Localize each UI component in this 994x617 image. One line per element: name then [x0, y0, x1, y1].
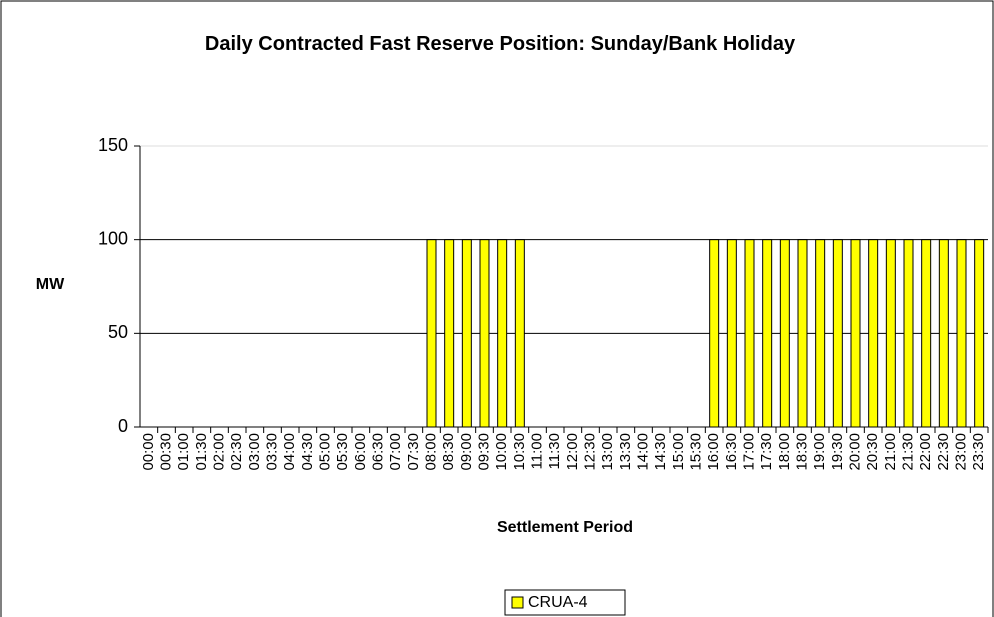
bar — [709, 239, 720, 428]
x-tick-label: 11:00 — [528, 433, 545, 469]
x-tick-label: 02:30 — [228, 433, 245, 471]
legend-label: CRUA-4 — [528, 594, 588, 611]
x-tick-label: 15:30 — [687, 433, 704, 471]
x-tick-label: 21:30 — [899, 433, 916, 471]
x-tick-label: 16:00 — [705, 433, 722, 471]
x-tick-label: 23:00 — [952, 433, 969, 471]
x-tick-label: 12:00 — [564, 433, 581, 471]
x-tick-label: 01:30 — [193, 433, 210, 471]
x-tick-label: 19:00 — [811, 433, 828, 471]
legend — [504, 589, 626, 616]
x-tick-label: 01:00 — [175, 433, 192, 471]
x-tick-label: 04:00 — [281, 433, 298, 471]
x-tick-label: 05:30 — [334, 433, 351, 471]
bar — [426, 239, 437, 428]
x-tick-label: 20:00 — [846, 433, 863, 471]
x-tick-label: 03:00 — [246, 433, 263, 471]
x-tick-label: 21:00 — [882, 433, 899, 471]
y-tick-label: 100 — [98, 228, 128, 248]
bar — [444, 239, 455, 428]
bar — [726, 239, 737, 428]
x-tick-label: 04:30 — [299, 433, 316, 471]
bar — [885, 239, 896, 428]
bar — [815, 239, 826, 428]
x-tick-label: 02:00 — [210, 433, 227, 471]
x-tick-label: 13:00 — [599, 433, 616, 471]
bar — [938, 239, 949, 428]
chart-title: Daily Contracted Fast Reserve Position: … — [205, 33, 796, 55]
x-tick-label: 19:30 — [829, 433, 846, 471]
x-tick-label: 09:30 — [475, 433, 492, 471]
x-axis-label: Settlement Period — [497, 519, 633, 536]
x-tick-label: 05:00 — [316, 433, 333, 471]
x-tick-label: 22:00 — [917, 433, 934, 471]
bar — [974, 239, 985, 428]
x-tick-label: 09:00 — [458, 433, 475, 471]
x-tick-label: 20:30 — [864, 433, 881, 471]
bar — [903, 239, 914, 428]
x-tick-label: 23:30 — [970, 433, 987, 471]
bar — [797, 239, 808, 428]
x-tick-label: 00:30 — [157, 433, 174, 471]
y-axis-label: MW — [36, 276, 65, 293]
x-tick-label: 10:00 — [493, 433, 510, 471]
bar — [514, 239, 525, 428]
bar — [497, 239, 508, 428]
bar — [868, 239, 879, 428]
x-tick-label: 18:00 — [776, 433, 793, 471]
x-tick-label: 12:30 — [581, 433, 598, 471]
x-tick-label: 06:30 — [369, 433, 386, 471]
bar — [956, 239, 967, 428]
x-tick-label: 11:30 — [546, 433, 563, 469]
x-tick-label: 22:30 — [935, 433, 952, 471]
bar — [779, 239, 790, 428]
x-tick-label: 16:30 — [723, 433, 740, 471]
x-tick-label: 10:30 — [511, 433, 528, 471]
x-tick-label: 08:00 — [422, 433, 439, 471]
y-tick-label: 150 — [98, 135, 128, 155]
legend-swatch — [511, 596, 524, 609]
x-tick-label: 07:30 — [405, 433, 422, 471]
x-tick-label: 03:30 — [263, 433, 280, 471]
y-tick-label: 0 — [118, 416, 128, 436]
x-tick-label: 15:00 — [670, 433, 687, 471]
x-tick-label: 13:30 — [617, 433, 634, 471]
bar — [832, 239, 843, 428]
x-tick-label: 00:00 — [140, 433, 157, 471]
bar — [744, 239, 755, 428]
bar — [762, 239, 773, 428]
y-tick-label: 50 — [108, 322, 128, 342]
bar — [850, 239, 861, 428]
x-tick-label: 17:00 — [740, 433, 757, 471]
x-tick-label: 07:00 — [387, 433, 404, 471]
x-tick-label: 18:30 — [793, 433, 810, 471]
bar — [921, 239, 932, 428]
x-tick-label: 14:30 — [652, 433, 669, 471]
bar — [461, 239, 472, 428]
x-tick-label: 14:00 — [634, 433, 651, 471]
x-tick-label: 17:30 — [758, 433, 775, 471]
bar — [479, 239, 490, 428]
x-tick-label: 06:00 — [352, 433, 369, 471]
x-tick-label: 08:30 — [440, 433, 457, 471]
